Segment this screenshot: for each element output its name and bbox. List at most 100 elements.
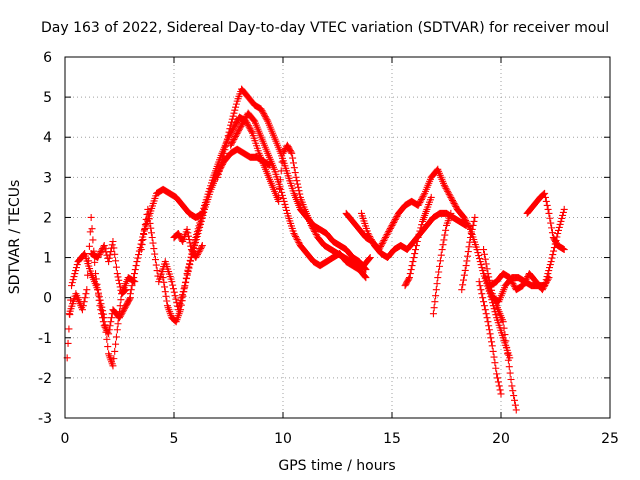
data-point [546, 214, 554, 222]
data-point [462, 221, 470, 229]
series-track-3 [87, 238, 130, 298]
series-track-9 [227, 109, 370, 282]
data-point [435, 268, 443, 276]
data-point [407, 266, 415, 274]
x-tick-label: 0 [61, 431, 70, 447]
data-point [497, 390, 505, 398]
data-point [278, 188, 286, 196]
data-point [294, 183, 302, 191]
data-point [281, 200, 289, 208]
data-point [129, 278, 137, 286]
data-point [117, 311, 125, 319]
data-point [452, 202, 460, 210]
data-point [94, 254, 102, 262]
data-point [126, 290, 134, 298]
data-point [116, 312, 124, 320]
data-point [240, 116, 248, 124]
data-point [412, 246, 420, 254]
data-point [522, 276, 530, 284]
data-point [214, 173, 222, 181]
data-point [85, 242, 93, 250]
y-tick-label: 6 [43, 50, 52, 66]
data-point [106, 322, 114, 330]
data-point [105, 326, 113, 334]
data-point [177, 306, 185, 314]
data-point [218, 158, 226, 166]
data-point [116, 280, 123, 288]
data-point [510, 392, 518, 400]
data-point [391, 215, 399, 223]
data-point [484, 270, 492, 278]
data-point [182, 274, 190, 282]
data-point [169, 285, 177, 293]
data-point [151, 256, 159, 264]
data-point [216, 164, 224, 172]
data-point [506, 369, 514, 377]
data-point [477, 261, 485, 269]
data-point [230, 135, 238, 143]
x-axis-label: GPS time / hours [278, 458, 395, 474]
data-point [193, 251, 201, 259]
data-point [417, 195, 425, 203]
data-point [483, 265, 491, 273]
data-point [417, 197, 425, 205]
chart-title: Day 163 of 2022, Sidereal Day-to-day VTE… [41, 20, 609, 36]
data-point [116, 314, 123, 322]
data-point [275, 193, 283, 201]
data-point [445, 190, 453, 198]
data-point [197, 216, 205, 224]
data-point [135, 251, 143, 259]
data-point [476, 258, 484, 266]
data-point [512, 406, 520, 414]
data-point [406, 270, 414, 278]
data-point [112, 340, 120, 348]
data-point [549, 251, 557, 259]
data-point [460, 213, 468, 221]
data-point [468, 225, 476, 233]
data-point [148, 234, 156, 241]
data-point [72, 264, 80, 272]
data-point [500, 324, 508, 332]
series-track-20 [486, 270, 553, 294]
data-point [364, 229, 372, 237]
data-point [548, 254, 556, 262]
data-point [72, 267, 80, 275]
data-point [153, 267, 161, 275]
data-point [366, 254, 374, 262]
data-point [459, 281, 467, 289]
data-point [448, 195, 456, 203]
data-point [227, 121, 235, 129]
series-track-15 [458, 213, 479, 294]
data-point [369, 239, 377, 247]
data-point [142, 215, 150, 223]
data-point [476, 282, 484, 290]
data-point [219, 152, 227, 160]
data-point [442, 226, 450, 234]
data-point [227, 118, 235, 126]
data-point [478, 264, 486, 272]
data-point [509, 280, 517, 288]
data-point [362, 266, 370, 274]
data-point [99, 318, 107, 326]
data-point [507, 275, 515, 283]
data-point [168, 278, 176, 286]
data-point [384, 229, 392, 237]
data-point [234, 128, 242, 136]
data-point [138, 241, 146, 249]
data-point [541, 193, 549, 201]
data-point [140, 230, 148, 238]
data-point [495, 382, 503, 390]
data-point [292, 232, 300, 240]
data-point [309, 224, 317, 232]
data-point [380, 237, 388, 245]
data-point [548, 224, 556, 232]
data-point [198, 210, 206, 218]
data-point [118, 309, 126, 317]
data-point [177, 301, 185, 309]
data-point [292, 234, 300, 242]
data-point [110, 355, 118, 363]
data-point [559, 211, 567, 219]
data-point [149, 239, 157, 247]
data-point [478, 290, 486, 298]
data-point [225, 128, 233, 136]
